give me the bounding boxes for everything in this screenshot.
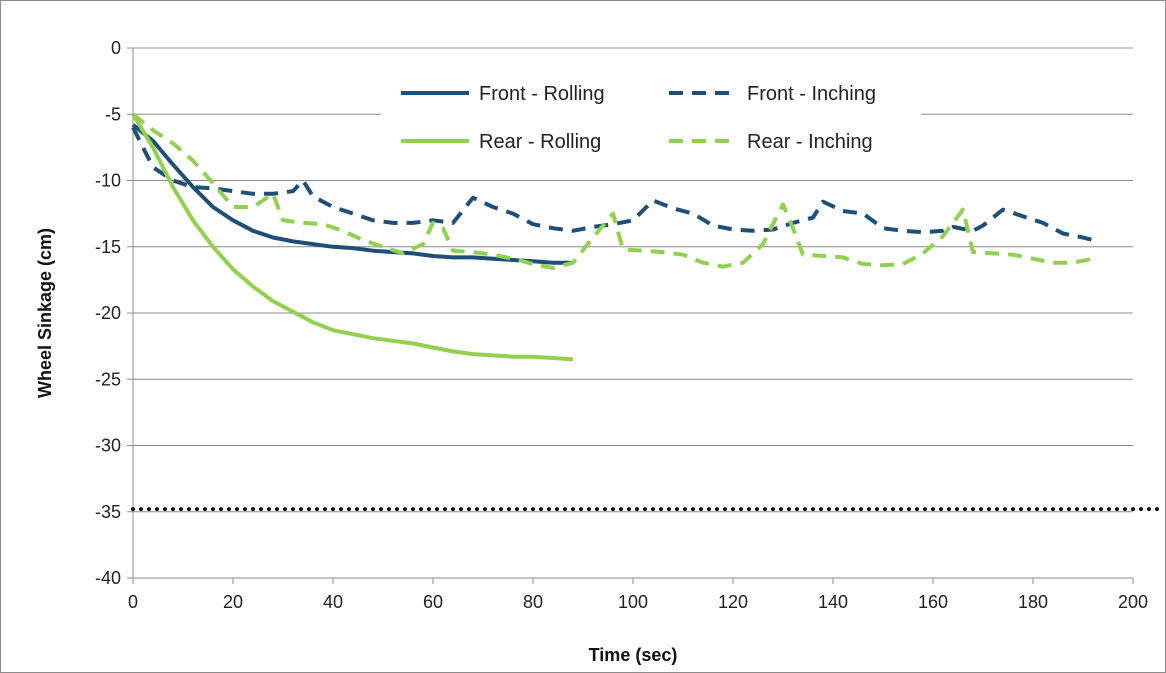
x-tick-label: 0 <box>128 592 138 612</box>
legend-background <box>381 73 921 163</box>
x-tick-label: 200 <box>1118 592 1148 612</box>
y-tick-label: -20 <box>95 303 121 323</box>
y-tick-label: -10 <box>95 171 121 191</box>
legend: Front - Rolling Front - Inching Rear - Rol… <box>381 73 921 163</box>
y-tick-label: -30 <box>95 436 121 456</box>
x-tick-label: 120 <box>718 592 748 612</box>
x-tick-label: 180 <box>1018 592 1048 612</box>
legend-label-3: Rear - Rolling <box>479 131 601 153</box>
x-tick-label: 140 <box>818 592 848 612</box>
x-tick-label: 160 <box>918 592 948 612</box>
series-line-4 <box>131 112 1094 270</box>
legend-label-2: Front - Inching <box>747 83 876 105</box>
legend-label-1: Front - Rolling <box>479 83 605 105</box>
series-line-2 <box>131 126 1094 243</box>
y-tick-label: -5 <box>105 104 121 124</box>
y-tick-label: -35 <box>95 502 121 522</box>
x-tick-label: 100 <box>618 592 648 612</box>
x-axis-title: Time (sec) <box>589 645 678 665</box>
x-tick-label: 40 <box>323 592 343 612</box>
legend-label-4: Rear - Inching <box>747 131 873 153</box>
series-line-1 <box>131 123 573 265</box>
series-line-3 <box>131 113 574 362</box>
axes-layer: 0 -5 -10 -15 -20 -25 -30 -35 -40 0 20 40 60 80 100 120 1… <box>95 38 1148 612</box>
y-tick-label: -25 <box>95 369 121 389</box>
series-layer <box>131 112 1094 362</box>
x-tick-label: 60 <box>423 592 443 612</box>
y-tick-label: -15 <box>95 237 121 257</box>
y-tick-label: -40 <box>95 568 121 588</box>
x-tick-label: 80 <box>523 592 543 612</box>
y-tick-label: 0 <box>111 38 121 58</box>
x-tick-label: 20 <box>223 592 243 612</box>
y-axis-title: Wheel Sinkage (cm) <box>35 228 55 398</box>
